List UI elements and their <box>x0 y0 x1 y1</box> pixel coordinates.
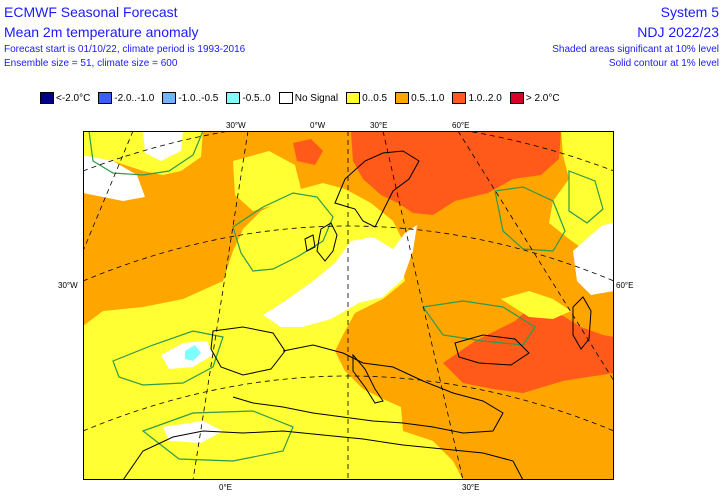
legend-item: -0.5..0 <box>226 92 271 104</box>
anomaly-region-cyan <box>185 345 201 361</box>
legend-swatch <box>162 92 177 104</box>
contour-line <box>421 300 536 346</box>
meridian-30w <box>192 130 249 481</box>
contour-line <box>232 192 334 272</box>
legend-label: -1.0..-0.5 <box>178 92 219 104</box>
system-label: System 5 <box>660 4 719 20</box>
legend-item: 0..0.5 <box>346 92 387 104</box>
legend-label: > 2.0°C <box>525 92 560 104</box>
no-signal-region-north <box>83 155 145 201</box>
coastline-italy <box>352 353 384 404</box>
legend-swatch <box>98 92 113 104</box>
legend-label: 0..0.5 <box>362 92 388 104</box>
coastlines <box>122 150 592 481</box>
legend-item: No Signal <box>278 92 339 104</box>
subtitle-left: Mean 2m temperature anomaly <box>4 24 199 40</box>
contour-line <box>141 410 294 462</box>
contour-line <box>88 130 204 176</box>
coastline-ireland <box>304 234 316 252</box>
legend-label: <-2.0°C <box>56 92 91 104</box>
legend-item: <-2.0°C <box>40 92 90 104</box>
map-canvas <box>82 120 615 481</box>
title-left: ECMWF Seasonal Forecast <box>4 4 178 20</box>
contour-line <box>112 330 224 386</box>
significance-contours <box>88 130 604 462</box>
legend-swatch <box>395 92 410 104</box>
legend-item: 1.0..2.0 <box>452 92 502 104</box>
period-label: NDJ 2022/23 <box>637 24 719 40</box>
coastline-africa <box>122 430 524 481</box>
anomaly-map <box>82 120 615 481</box>
no-signal-region-south <box>163 421 223 443</box>
lon-label-30e-bottom: 30°E <box>462 483 480 492</box>
anomaly-region-yellow-east <box>549 131 614 249</box>
lon-label-0e-bottom: 0°E <box>219 483 232 492</box>
legend-label: -0.5..0 <box>242 92 271 104</box>
no-signal-region-central <box>263 225 417 327</box>
no-signal-region-north-2 <box>143 131 183 161</box>
legend-label: 1.0..2.0 <box>468 92 502 104</box>
legend-label: 0.5..1.0 <box>411 92 445 104</box>
lon-label-60e-top: 60°E <box>452 121 470 130</box>
legend-item: > 2.0°C <box>509 92 560 104</box>
legend-swatch <box>452 92 467 104</box>
legend-label: No Signal <box>294 92 339 104</box>
coastline-scandinavia <box>334 150 420 228</box>
legend-label: -2.0..-1.0 <box>114 92 155 104</box>
legend-swatch <box>346 92 361 104</box>
map-frame <box>83 131 614 480</box>
parallel-mid <box>82 225 615 282</box>
lat-label-60e: 60°E <box>616 281 634 290</box>
lon-label-0w: 0°W <box>310 121 326 130</box>
lat-label-30w: 30°W <box>58 281 78 290</box>
anomaly-region-yellow-patch <box>501 291 571 319</box>
meridian-30e <box>382 130 464 481</box>
significance-note-1: Shaded areas significant at 10% level <box>552 44 719 55</box>
anomaly-region-red-small <box>293 139 323 165</box>
significance-note-2: Solid contour at 1% level <box>608 58 719 69</box>
legend-swatch <box>226 92 241 104</box>
forecast-info-line: Forecast start is 01/10/22, climate peri… <box>4 44 246 55</box>
parallel-south <box>82 375 615 432</box>
color-legend: <-2.0°C -2.0..-1.0 -1.0..-0.5 -0.5..0 No Sig… <box>40 92 568 104</box>
meridian-west <box>82 130 134 252</box>
coastline-iberia <box>210 326 286 376</box>
legend-swatch <box>278 92 293 104</box>
legend-item: 0.5..1.0 <box>395 92 444 104</box>
coastline-uk <box>316 222 338 262</box>
legend-item: -2.0..-1.0 <box>98 92 154 104</box>
coastline-black-sea <box>454 334 530 366</box>
legend-swatch <box>509 92 524 104</box>
lon-label-30e-top: 30°E <box>370 121 388 130</box>
legend-swatch <box>40 92 54 104</box>
coastline-mediterranean <box>232 344 504 434</box>
anomaly-region-red-east <box>443 303 614 393</box>
anomaly-region-red-north <box>351 131 561 215</box>
contour-line <box>494 186 566 252</box>
legend-item: -1.0..-0.5 <box>162 92 218 104</box>
anomaly-region-yellow-top <box>233 151 301 211</box>
coastline-caspian <box>572 296 592 350</box>
lon-label-30w: 30°W <box>226 121 246 130</box>
contour-line <box>568 170 604 224</box>
ensemble-info-line: Ensemble size = 51, climate size = 600 <box>4 58 178 69</box>
meridian-60e <box>457 130 615 382</box>
